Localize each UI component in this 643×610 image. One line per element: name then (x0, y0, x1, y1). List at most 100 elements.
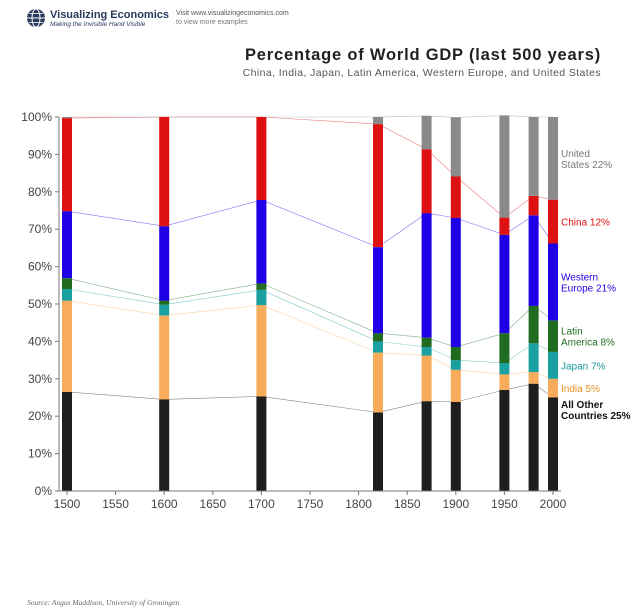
connector-line (66, 277, 554, 348)
bar-segment (450, 218, 461, 347)
y-tick-label: 40% (28, 334, 52, 348)
bar-segment (373, 412, 383, 491)
bar-segment (256, 283, 267, 290)
bar-segment (256, 200, 267, 284)
bar-segment (373, 352, 383, 413)
bar-segment (450, 402, 461, 491)
bar-segment (548, 117, 558, 200)
legend-label: Japan 7% (561, 361, 606, 372)
bar-segment (256, 289, 267, 306)
bar-segment (421, 401, 432, 491)
globe-logo-icon (27, 8, 45, 28)
legend: All Other Countries 25% India 5% Japan 7% La… (561, 149, 631, 422)
legend-label: United States 22% (561, 149, 612, 171)
x-tick-label: 1700 (248, 497, 275, 511)
bar-segment (62, 391, 72, 491)
bar-segment (373, 341, 383, 353)
bar-segment (159, 226, 170, 301)
legend-label: All Other Countries 25% (561, 400, 631, 422)
source-note: Source: Angus Maddison, University of Gr… (27, 598, 180, 607)
x-tick-label: 1750 (297, 497, 324, 511)
bar-segment (528, 383, 539, 491)
visit-url[interactable]: Visit www.visualizingeconomics.com (176, 10, 289, 17)
visit-more-text: to view more examples (176, 19, 248, 26)
brand-name[interactable]: Visualizing Economics (50, 9, 169, 21)
connector-line (66, 199, 554, 248)
connector-line (66, 383, 554, 413)
x-tick-label: 1650 (199, 497, 226, 511)
bar-segment (528, 305, 539, 344)
y-tick-label: 30% (28, 372, 52, 386)
bar-segment (256, 117, 267, 200)
connector-line (66, 300, 554, 380)
connector-lines (66, 115, 554, 413)
bar-segment (499, 333, 510, 364)
bar-segment (499, 115, 510, 218)
bar-segment (450, 117, 461, 177)
chart-title: Percentage of World GDP (last 500 years) (244, 46, 601, 64)
bar-segment (421, 347, 432, 356)
bar-segment (548, 199, 558, 244)
bar-segment (528, 117, 539, 196)
x-tick-label: 1850 (394, 497, 421, 511)
bar-segment (159, 304, 170, 316)
bar-segment (499, 217, 510, 235)
bar-segment (528, 343, 539, 373)
bar-segment (62, 300, 72, 392)
bar-segment (62, 117, 72, 119)
bar-segment (62, 289, 72, 301)
x-tick-label: 1550 (102, 497, 129, 511)
y-tick-label: 60% (28, 260, 52, 274)
bar-segment (548, 397, 558, 491)
bar-segment (62, 118, 72, 212)
x-tick-label: 2000 (540, 497, 567, 511)
bar-segment (159, 399, 170, 491)
y-tick-label: 100% (21, 110, 52, 124)
y-tick-label: 50% (28, 297, 52, 311)
bar-segment (421, 149, 432, 214)
bar-segment (256, 396, 267, 491)
bar-segment (499, 234, 510, 334)
bar-segment (373, 247, 383, 334)
bar-segment (450, 360, 461, 370)
bar-segment (450, 176, 461, 218)
site-header: Visualizing Economics Making the Invisib… (26, 8, 346, 32)
bar-segment (159, 117, 170, 227)
bar-segment (421, 115, 432, 150)
bar-segment (499, 374, 510, 390)
bar-segment (421, 337, 432, 348)
y-tick-label: 10% (28, 447, 52, 461)
legend-label: Latin America 8% (561, 327, 615, 349)
bar-segment (373, 333, 383, 342)
bars (62, 115, 558, 491)
bar-segment (159, 315, 170, 400)
x-tick-label: 1950 (491, 497, 518, 511)
bar-segment (62, 211, 72, 279)
bar-segment (373, 117, 383, 125)
connector-line (66, 116, 554, 218)
bar-segment (421, 355, 432, 402)
x-tick-label: 1900 (442, 497, 469, 511)
connector-line (66, 288, 554, 364)
chart-subtitle: China, India, Japan, Latin America, West… (242, 67, 601, 79)
bar-segment (450, 347, 461, 361)
x-tick-label: 1500 (54, 497, 81, 511)
legend-label: India 5% (561, 384, 600, 395)
legend-label: Western Europe 21% (561, 272, 616, 294)
bar-segment (528, 215, 539, 306)
bar-segment (528, 195, 539, 216)
y-tick-label: 20% (28, 409, 52, 423)
connector-line (67, 115, 553, 118)
bar-segment (548, 320, 558, 352)
bar-segment (373, 124, 383, 248)
bar-segment (256, 305, 267, 397)
bar-segment (548, 243, 558, 321)
brand-tagline: Making the Invisible Hand Visible (50, 21, 146, 28)
legend-label: China 12% (561, 218, 610, 229)
y-tick-label: 90% (28, 147, 52, 161)
bar-segment (548, 378, 558, 398)
bar-segment (421, 213, 432, 338)
x-tick-label: 1600 (151, 497, 178, 511)
x-tick-label: 1800 (345, 497, 372, 511)
